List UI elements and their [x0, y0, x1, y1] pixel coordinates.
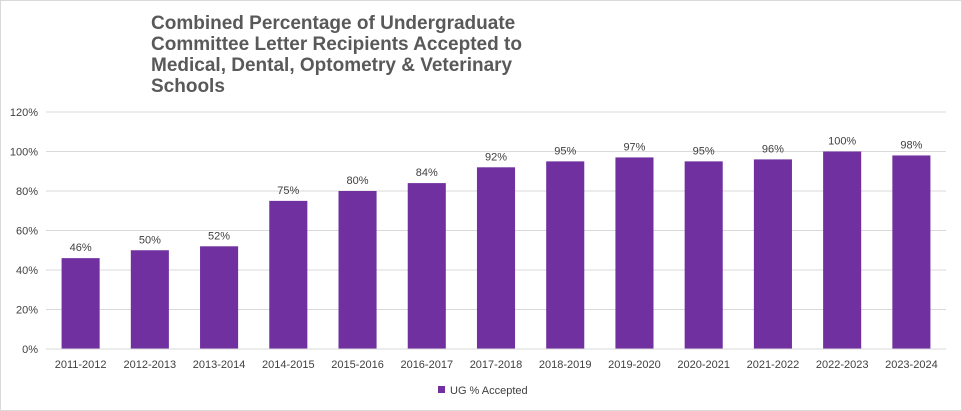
bar — [407, 183, 446, 349]
x-tick-label: 2019-2020 — [608, 359, 661, 371]
x-tick-label: 2023-2024 — [885, 359, 938, 371]
bar — [684, 161, 723, 349]
data-labels: 46% 50% 52% 75% 80% 84% 92% 95% 97% 95% 96% 100% 98% — [70, 136, 923, 255]
data-label: 92% — [485, 151, 507, 163]
bar — [615, 157, 654, 349]
bar — [338, 191, 377, 349]
x-tick-label: 2016-2017 — [400, 359, 453, 371]
x-tick-label: 2015-2016 — [331, 359, 384, 371]
x-tick-label: 2012-2013 — [124, 359, 177, 371]
x-tick-label: 2022-2023 — [816, 359, 869, 371]
data-label: 46% — [70, 242, 92, 254]
data-label: 50% — [139, 234, 161, 246]
data-label: 97% — [623, 141, 645, 153]
data-label: 84% — [416, 167, 438, 179]
data-label: 95% — [554, 145, 576, 157]
bars — [61, 151, 931, 349]
bar — [753, 159, 792, 349]
x-tick-label: 2018-2019 — [539, 359, 592, 371]
data-label: 100% — [828, 136, 856, 148]
y-tick-label: 100% — [10, 147, 38, 159]
chart-title: Combined Percentage of Undergraduate Com… — [151, 13, 522, 97]
legend-swatch — [438, 386, 445, 393]
data-label: 80% — [347, 175, 369, 187]
x-tick-label: 2011-2012 — [55, 359, 107, 371]
x-tick-label: 2021-2022 — [747, 359, 800, 371]
legend: UG % Accepted — [438, 385, 528, 397]
y-tick-label: 60% — [16, 226, 38, 238]
x-tick-label: 2013-2014 — [193, 359, 246, 371]
x-tick-label: 2020-2021 — [677, 359, 730, 371]
bar — [546, 161, 585, 349]
bar — [61, 258, 100, 349]
bar — [200, 246, 239, 349]
bar — [130, 250, 169, 349]
legend-label: UG % Accepted — [450, 385, 528, 397]
y-tick-label: 80% — [16, 186, 38, 198]
bar — [823, 151, 862, 349]
x-tick-label: 2017-2018 — [470, 359, 523, 371]
bar — [476, 167, 516, 349]
data-label: 96% — [762, 143, 784, 155]
y-tick-label: 20% — [16, 305, 38, 317]
x-axis-ticks: 2011-2012 2012-2013 2013-2014 2014-2015 2015… — [55, 359, 938, 371]
x-tick-label: 2014-2015 — [262, 359, 315, 371]
y-axis-ticks: 0% 20% 40% 60% 80% 100% 120% — [10, 107, 38, 356]
data-label: 52% — [208, 230, 230, 242]
bar — [892, 155, 931, 349]
y-tick-label: 0% — [22, 344, 38, 356]
data-label: 95% — [693, 145, 715, 157]
bar — [269, 200, 308, 349]
data-label: 98% — [900, 139, 922, 151]
y-tick-label: 120% — [10, 107, 38, 119]
data-label: 75% — [277, 185, 299, 197]
y-tick-label: 40% — [16, 265, 38, 277]
